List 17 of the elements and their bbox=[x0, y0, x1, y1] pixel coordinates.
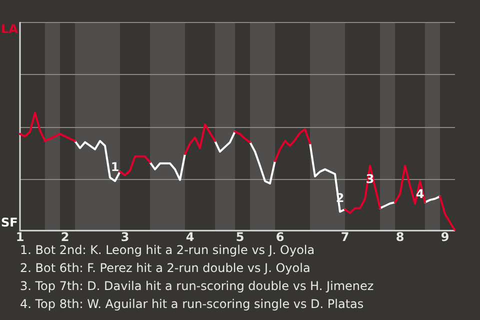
text: LA bbox=[1, 22, 19, 36]
x-tick-label: 3 bbox=[120, 230, 130, 244]
x-tick-label: 2 bbox=[60, 230, 70, 244]
annotation: 3 bbox=[366, 172, 374, 186]
x-tick-label: 1 bbox=[16, 230, 24, 244]
text: 4. Top 8th: W. Aguilar hit a run-scoring single vs D. Platas bbox=[20, 296, 365, 313]
x-tick-label: 8 bbox=[396, 230, 404, 244]
x-tick-label: 6 bbox=[276, 230, 284, 244]
text: 1. Bot 2nd: K. Leong hit a 2-run single vs J. Oyola bbox=[20, 243, 315, 257]
x-tick-label: 7 bbox=[340, 230, 350, 244]
x-tick-label: 4 bbox=[186, 230, 194, 244]
x-tick-label: 5 bbox=[236, 230, 244, 244]
text: 3. Top 7th: D. Davila hit a run-scoring double vs H. Jimenez bbox=[20, 278, 374, 295]
text: 2. Bot 6th: F. Perez hit a 2-run double vs J. Oyola bbox=[20, 260, 312, 277]
text: SF bbox=[1, 216, 18, 230]
x-tick-label: 9 bbox=[440, 230, 450, 244]
annotation: 1 bbox=[110, 160, 120, 174]
